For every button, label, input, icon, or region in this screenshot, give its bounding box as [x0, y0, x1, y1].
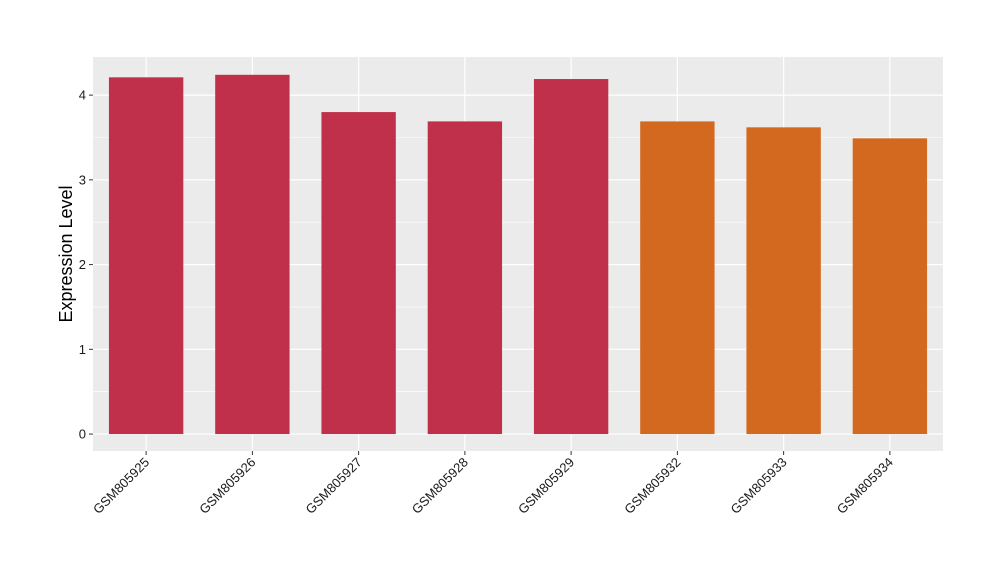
- y-axis: 0 1 2 3 4: [79, 88, 93, 442]
- x-tick-label: GSM805929: [515, 455, 577, 517]
- bar-GSM805932: [640, 121, 715, 435]
- y-tick-label: 2: [79, 257, 86, 272]
- x-tick-label: GSM805933: [728, 455, 790, 517]
- y-tick-label: 1: [79, 342, 86, 357]
- bar-GSM805929: [533, 79, 609, 435]
- x-tick-label: GSM805925: [90, 455, 152, 517]
- y-axis-title: Expression Level: [56, 185, 76, 322]
- x-tick-label: GSM805934: [834, 455, 896, 517]
- bar-GSM805927: [321, 112, 396, 435]
- x-axis: GSM805925 GSM805926 GSM805927 GSM805928 GSM8…: [90, 451, 896, 517]
- bars: [108, 74, 928, 435]
- bar-GSM805933: [746, 127, 821, 435]
- x-tick-label: GSM805928: [409, 455, 471, 517]
- x-tick-label: GSM805932: [621, 455, 683, 517]
- x-tick-label: GSM805926: [196, 455, 258, 517]
- bar-GSM805934: [852, 138, 928, 435]
- y-tick-label: 3: [79, 172, 86, 187]
- y-tick-label: 0: [79, 427, 86, 442]
- y-tick-label: 4: [79, 88, 86, 103]
- bar-GSM805926: [215, 74, 290, 435]
- bar-GSM805928: [427, 121, 503, 435]
- bar-GSM805925: [108, 77, 184, 435]
- x-tick-label: GSM805927: [303, 455, 365, 517]
